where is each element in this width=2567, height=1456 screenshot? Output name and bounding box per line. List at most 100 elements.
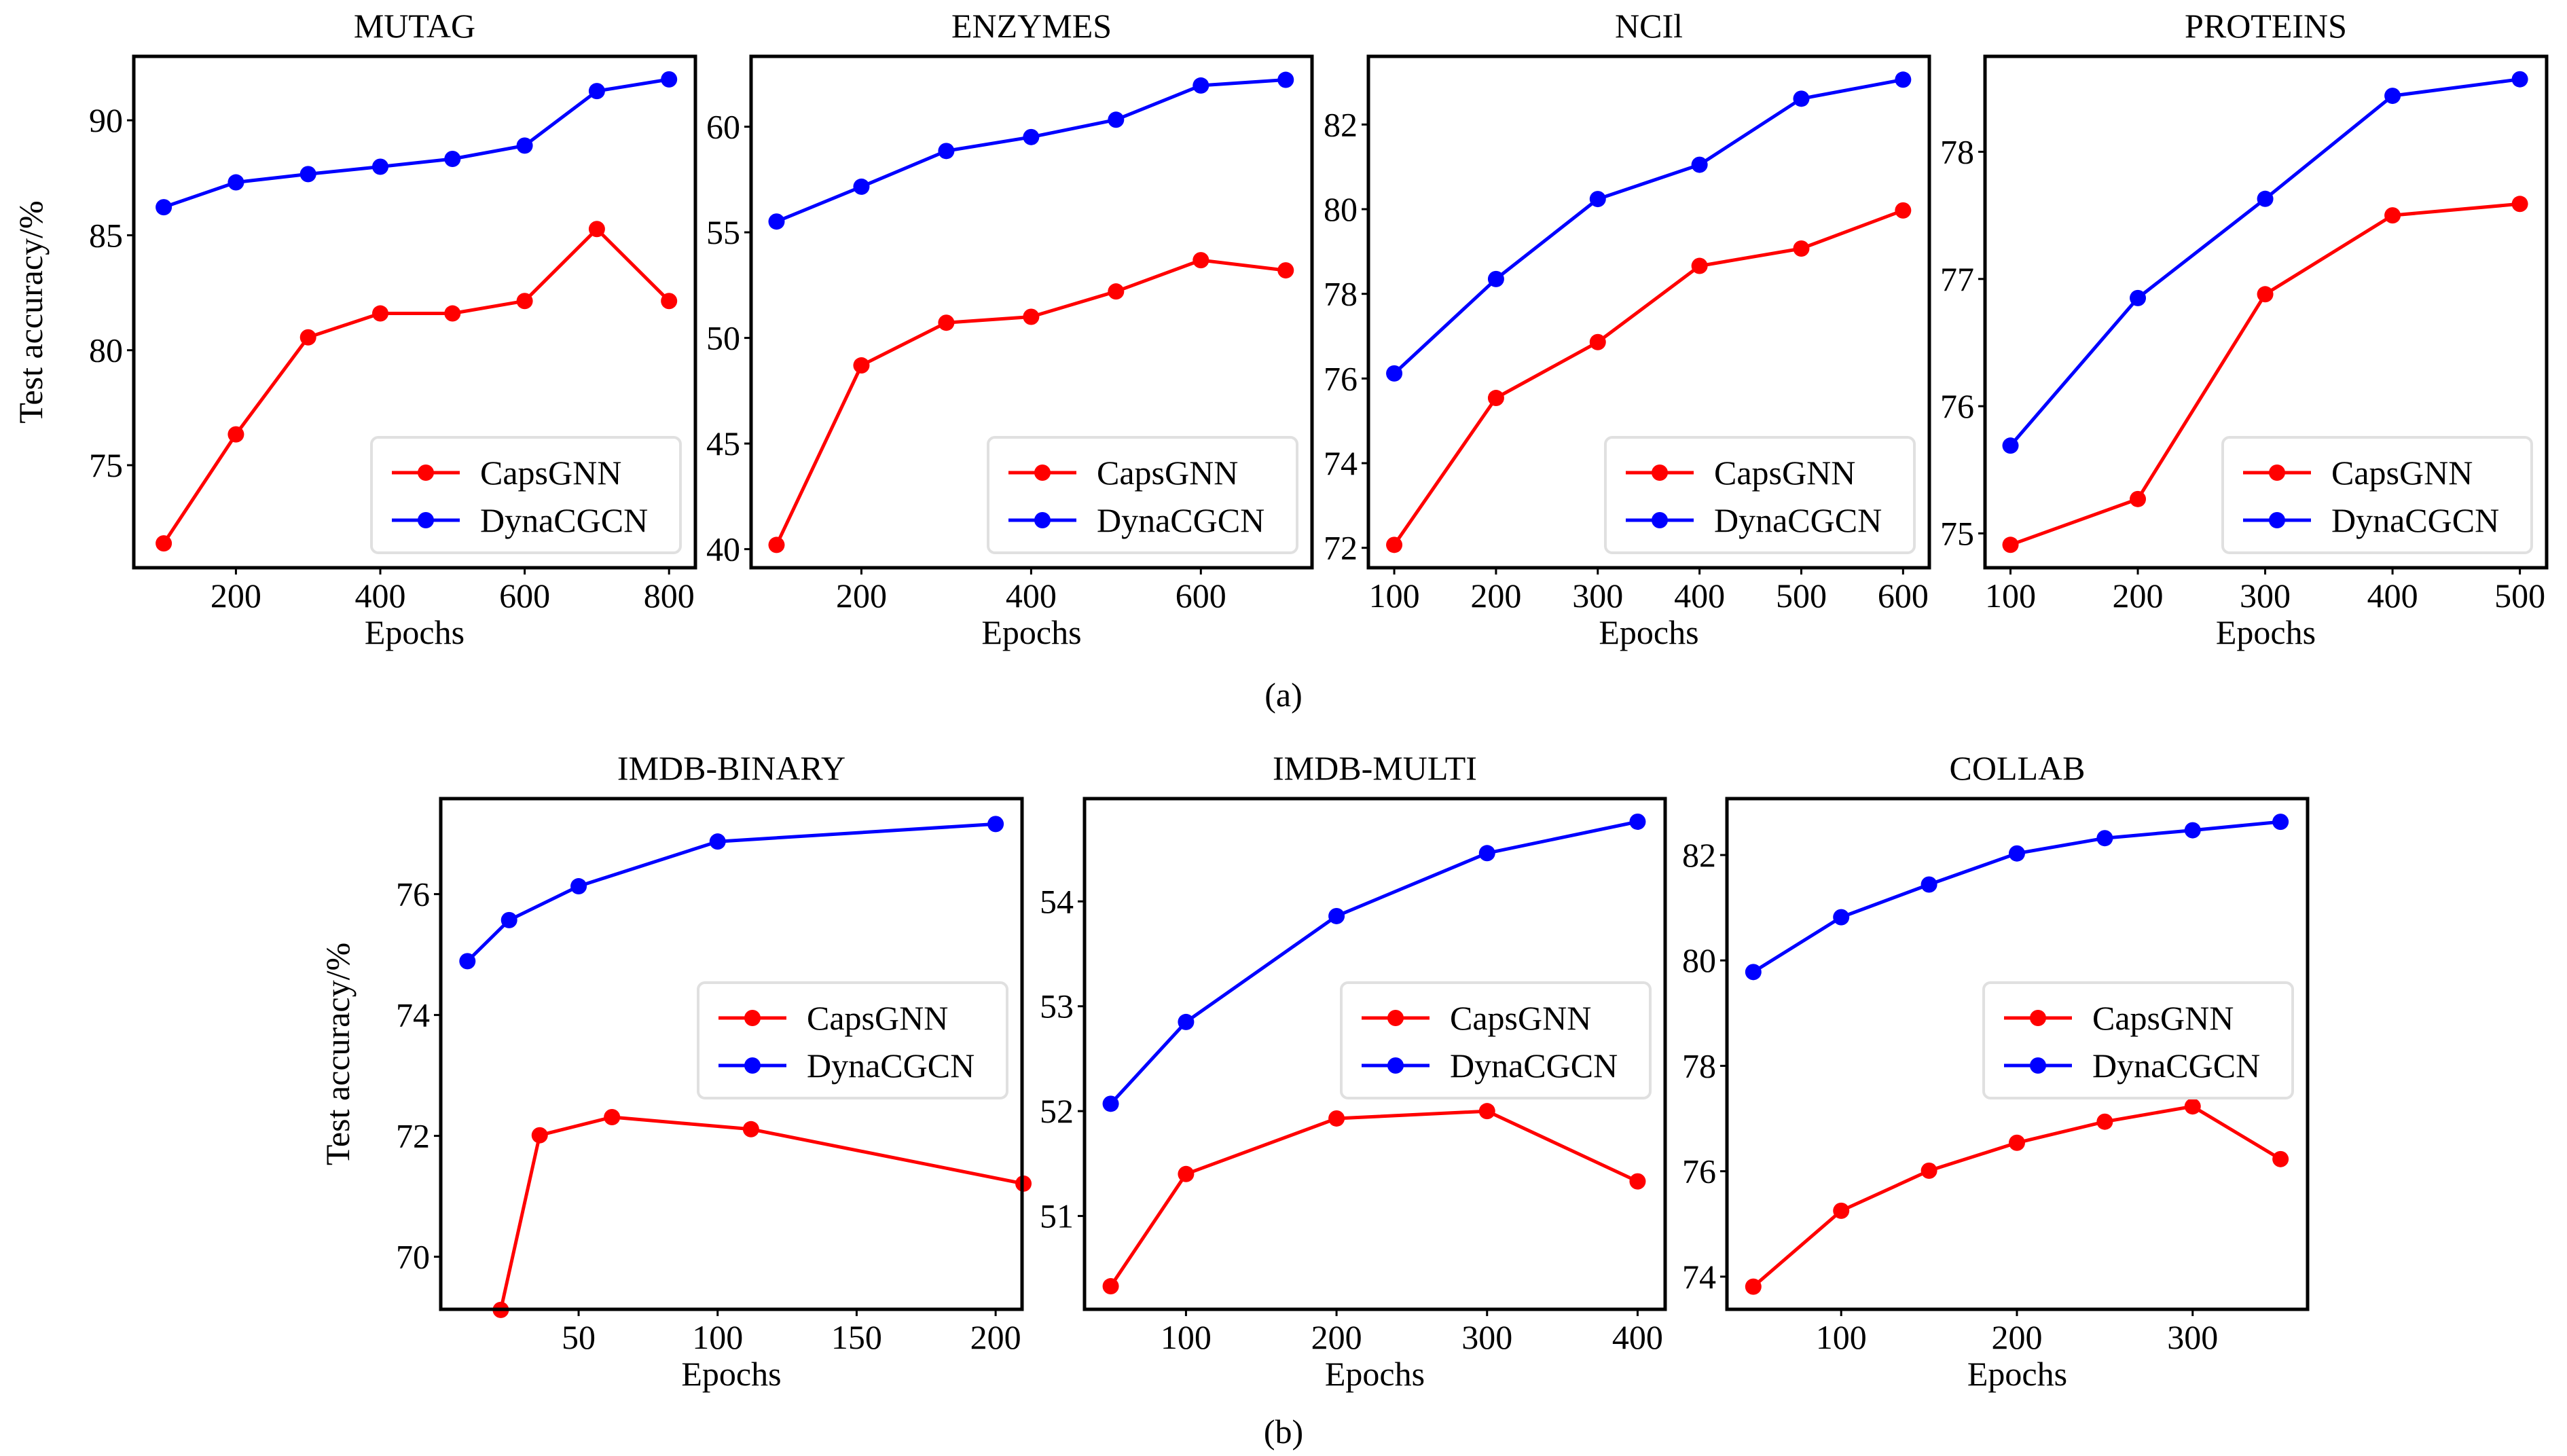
data-point-capsgnn [1102,1278,1119,1295]
axes-frame [439,797,1024,1311]
legend-item-dynacgcn: DynaCGCN [1008,501,1264,539]
legend-label-capsgnn: CapsGNN [2331,454,2473,492]
data-point-dynacgcn [938,143,955,160]
y-tick-label: 72 [396,1117,430,1155]
legend: CapsGNN DynaCGCN [697,981,1008,1099]
legend: CapsGNN DynaCGCN [987,436,1298,554]
data-point-capsgnn [1895,202,1912,219]
data-point-dynacgcn [2008,845,2025,862]
y-tick-label: 90 [89,101,123,139]
x-tick-label: 800 [644,577,695,615]
legend-label-dynacgcn: DynaCGCN [2092,1046,2260,1085]
subplot-collab: COLLAB 100 200 300 74 76 78 80 82 Epochs CapsGNN Dy… [1682,749,2310,1393]
data-point-dynacgcn [2384,88,2401,105]
legend-box [697,981,1008,1099]
legend-marker-dynacgcn [418,512,434,528]
legend-marker-capsgnn [744,1010,761,1026]
legend-label-dynacgcn: DynaCGCN [1714,501,1882,539]
legend-item-capsgnn: CapsGNN [2004,999,2234,1037]
legend-box [370,436,682,554]
data-point-capsgnn [1629,1173,1646,1190]
legend-label-dynacgcn: DynaCGCN [807,1046,975,1085]
legend-box [2221,436,2533,554]
x-tick-label: 200 [211,577,261,615]
data-point-dynacgcn [227,174,244,191]
legend-marker-dynacgcn [2269,512,2285,528]
legend-label-capsgnn: CapsGNN [807,999,948,1037]
axes-frame [1082,797,1667,1311]
legend-item-capsgnn: CapsGNN [1362,999,1591,1037]
series-line-capsgnn [162,227,670,545]
data-point-dynacgcn [661,71,678,88]
data-point-dynacgcn [516,137,533,154]
x-tick-label: 100 [1985,577,2036,615]
subplot-enzymes: ENZYMES 200 400 600 40 45 50 55 60 Epochs CapsGNN D… [706,7,1314,651]
series-group [1102,813,1646,1295]
x-tick-label: 500 [1776,577,1827,615]
data-point-capsgnn [372,305,389,322]
legend-item-capsgnn: CapsGNN [718,999,948,1037]
subplot-ncil: NCIl 100 200 300 400 500 600 72 74 76 78 80 82 Epochs… [1324,7,1931,651]
data-point-capsgnn [604,1108,621,1125]
data-point-dynacgcn [1386,365,1403,382]
data-point-dynacgcn [1895,71,1912,88]
y-tick-label: 55 [706,213,740,251]
data-point-capsgnn [227,426,244,443]
legend-marker-capsgnn [418,465,434,481]
series-group [2002,71,2528,553]
data-point-capsgnn [2511,196,2528,213]
x-tick-label: 100 [1816,1318,1867,1356]
data-point-capsgnn [2272,1150,2289,1167]
data-point-capsgnn [1328,1110,1345,1127]
data-point-dynacgcn [1328,907,1345,924]
data-point-dynacgcn [1178,1013,1195,1030]
legend: CapsGNN DynaCGCN [370,436,682,554]
subplot-title: ENZYMES [951,7,1112,45]
series-group [1745,814,2289,1295]
y-tick-label: 74 [1324,444,1358,482]
data-point-capsgnn [1793,240,1810,257]
legend-marker-dynacgcn [2030,1057,2046,1074]
data-point-dynacgcn [1691,156,1708,173]
panel-label-a: (a) [1264,676,1303,714]
legend-label-dynacgcn: DynaCGCN [2331,501,2499,539]
x-tick-label: 150 [831,1318,882,1356]
y-tick-label: 52 [1040,1092,1074,1130]
legend-marker-dynacgcn [1387,1057,1404,1074]
legend-label-capsgnn: CapsGNN [1097,454,1238,492]
data-point-capsgnn [531,1127,548,1144]
data-point-dynacgcn [853,178,870,195]
subplot-title: COLLAB [1950,749,2086,787]
y-axis-label: Test accuracy/% [318,943,357,1165]
x-tick-label: 200 [970,1318,1021,1356]
x-tick-label: 600 [1176,577,1226,615]
data-point-capsgnn [516,293,533,310]
data-point-dynacgcn [2511,71,2528,88]
data-point-dynacgcn [1833,909,1850,926]
y-tick-label: 54 [1040,882,1074,920]
data-point-capsgnn [156,535,172,552]
axes-frame [749,54,1314,570]
legend: CapsGNN DynaCGCN [1340,981,1652,1099]
data-point-capsgnn [768,536,785,553]
data-point-capsgnn [1023,308,1040,325]
x-axis-label: Epochs [1325,1355,1425,1393]
subplots: MUTAG 200 400 600 800 75 80 85 90 Epochs Test accu… [12,7,2549,1393]
data-point-dynacgcn [299,166,316,183]
x-tick-label: 400 [1006,577,1057,615]
legend: CapsGNN DynaCGCN [1604,436,1916,554]
data-point-capsgnn [1108,283,1125,300]
data-point-capsgnn [1277,262,1294,279]
series-line-capsgnn [1393,208,1904,546]
data-point-dynacgcn [2257,190,2274,207]
data-point-dynacgcn [444,151,461,168]
data-point-capsgnn [2002,536,2019,553]
legend-item-dynacgcn: DynaCGCN [2004,1046,2260,1085]
x-axis-label: Epochs [681,1355,781,1393]
data-point-dynacgcn [1589,191,1606,208]
x-tick-label: 300 [1572,577,1623,615]
subplot-title: PROTEINS [2185,7,2347,45]
x-tick-label: 200 [836,577,887,615]
x-tick-label: 200 [1311,1318,1362,1356]
subplot-title: IMDB-BINARY [617,749,845,787]
